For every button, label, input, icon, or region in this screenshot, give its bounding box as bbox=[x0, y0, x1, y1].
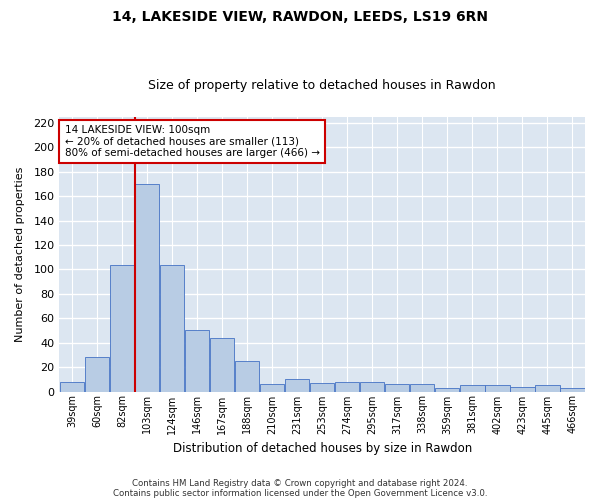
Bar bbox=[210, 338, 234, 392]
Bar bbox=[535, 386, 560, 392]
Bar bbox=[560, 388, 584, 392]
Text: Contains public sector information licensed under the Open Government Licence v3: Contains public sector information licen… bbox=[113, 488, 487, 498]
Bar bbox=[85, 358, 109, 392]
Bar bbox=[310, 383, 334, 392]
Bar bbox=[385, 384, 409, 392]
Bar bbox=[435, 388, 460, 392]
Bar bbox=[410, 384, 434, 392]
Bar bbox=[360, 382, 385, 392]
Bar bbox=[260, 384, 284, 392]
Title: Size of property relative to detached houses in Rawdon: Size of property relative to detached ho… bbox=[148, 79, 496, 92]
Bar bbox=[160, 264, 184, 392]
Bar bbox=[135, 184, 159, 392]
Y-axis label: Number of detached properties: Number of detached properties bbox=[15, 166, 25, 342]
Bar bbox=[110, 264, 134, 392]
Bar bbox=[185, 330, 209, 392]
Bar bbox=[235, 361, 259, 392]
Bar bbox=[460, 386, 485, 392]
Bar bbox=[335, 382, 359, 392]
Bar bbox=[60, 382, 84, 392]
Text: 14, LAKESIDE VIEW, RAWDON, LEEDS, LS19 6RN: 14, LAKESIDE VIEW, RAWDON, LEEDS, LS19 6… bbox=[112, 10, 488, 24]
Text: 14 LAKESIDE VIEW: 100sqm
← 20% of detached houses are smaller (113)
80% of semi-: 14 LAKESIDE VIEW: 100sqm ← 20% of detach… bbox=[65, 125, 320, 158]
Text: Contains HM Land Registry data © Crown copyright and database right 2024.: Contains HM Land Registry data © Crown c… bbox=[132, 478, 468, 488]
Bar bbox=[510, 386, 535, 392]
Bar bbox=[285, 380, 310, 392]
Bar bbox=[485, 386, 509, 392]
X-axis label: Distribution of detached houses by size in Rawdon: Distribution of detached houses by size … bbox=[173, 442, 472, 455]
